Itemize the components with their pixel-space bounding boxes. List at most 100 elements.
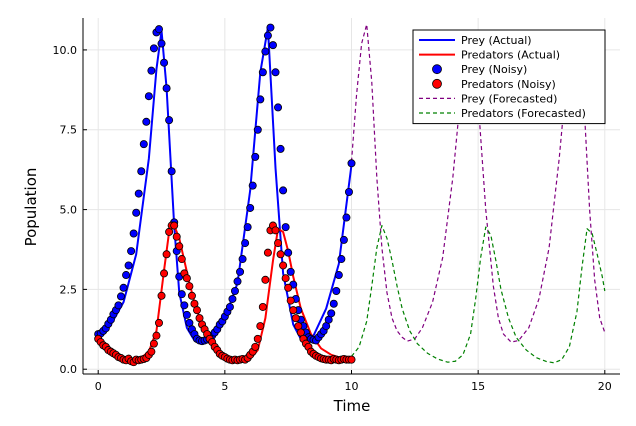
point-prey-noisy	[246, 203, 255, 212]
x-axis: 0 5 10 15 20	[95, 370, 612, 393]
point-prey-noisy	[124, 261, 133, 270]
point-prey-noisy	[149, 44, 158, 53]
point-prey-noisy	[261, 47, 270, 56]
legend-entry: Prey (Forecasted)	[419, 92, 557, 105]
series-predators-noisy	[94, 221, 356, 367]
x-tick-label: 0	[95, 380, 102, 393]
point-prey-noisy	[253, 125, 262, 134]
point-predators-noisy	[347, 355, 356, 364]
y-tick-label: 10.0	[53, 44, 78, 57]
legend-entry: Prey (Actual)	[419, 34, 532, 47]
point-prey-noisy	[230, 286, 239, 295]
legend: Prey (Actual) Predators (Actual)Prey (Noi…	[412, 29, 606, 125]
legend-box	[412, 29, 606, 125]
point-prey-noisy	[132, 208, 141, 217]
legend-label: Prey (Noisy)	[461, 63, 527, 76]
point-prey-noisy	[337, 255, 346, 264]
legend-label: Predators (Noisy)	[461, 78, 556, 91]
point-predators-noisy	[147, 347, 156, 356]
point-predators-noisy	[271, 226, 280, 235]
point-predators-noisy	[182, 274, 191, 283]
y-tick-label: 0.0	[60, 363, 78, 376]
point-predators-noisy	[276, 250, 285, 259]
x-tick-label: 10	[345, 380, 359, 393]
point-prey-noisy	[182, 310, 191, 319]
point-predators-noisy	[162, 250, 171, 259]
legend-marker	[432, 78, 442, 89]
legend-entry: Predators (Noisy)	[432, 78, 556, 91]
point-prey-noisy	[236, 267, 245, 276]
point-prey-noisy	[129, 229, 138, 238]
point-prey-noisy	[256, 95, 265, 104]
point-prey-noisy	[339, 235, 348, 244]
point-prey-noisy	[347, 159, 356, 168]
y-tick-label: 7.5	[60, 124, 78, 137]
point-prey-noisy	[154, 25, 163, 34]
point-prey-noisy	[167, 167, 176, 176]
point-predators-noisy	[192, 306, 201, 315]
point-prey-noisy	[139, 140, 148, 149]
legend-entry: Predators (Forecasted)	[419, 107, 586, 120]
x-tick-label: 20	[598, 380, 612, 393]
point-prey-noisy	[157, 39, 166, 48]
point-prey-noisy	[225, 302, 234, 311]
point-prey-noisy	[251, 152, 260, 161]
x-axis-label: Time	[333, 397, 371, 415]
point-predators-noisy	[154, 318, 163, 327]
point-predators-noisy	[274, 239, 283, 248]
point-prey-noisy	[334, 271, 343, 280]
point-prey-noisy	[177, 290, 186, 299]
y-axis: 0.0 2.5 5.0 7.5 10.0	[53, 44, 87, 376]
point-prey-noisy	[134, 189, 143, 198]
point-predators-noisy	[289, 306, 298, 315]
point-prey-noisy	[271, 68, 280, 77]
point-predators-noisy	[281, 274, 290, 283]
point-prey-noisy	[279, 186, 288, 195]
point-predators-noisy	[258, 302, 267, 311]
line-predators-forecasted	[351, 224, 606, 364]
point-prey-noisy	[233, 277, 242, 286]
point-prey-noisy	[281, 223, 290, 232]
point-prey-noisy	[329, 299, 338, 308]
point-predators-noisy	[251, 342, 260, 351]
point-prey-noisy	[238, 255, 247, 264]
point-prey-noisy	[165, 116, 174, 125]
point-predators-noisy	[187, 291, 196, 300]
x-tick-label: 15	[471, 380, 485, 393]
point-predators-noisy	[177, 255, 186, 264]
point-predators-noisy	[253, 334, 262, 343]
series-layer	[94, 23, 606, 367]
point-prey-noisy	[258, 68, 267, 77]
point-prey-noisy	[276, 144, 285, 153]
point-prey-noisy	[327, 309, 336, 318]
point-prey-noisy	[274, 103, 283, 112]
point-prey-noisy	[284, 248, 293, 257]
point-prey-noisy	[137, 167, 146, 176]
point-predators-noisy	[172, 232, 181, 241]
point-prey-noisy	[180, 301, 189, 310]
point-predators-noisy	[149, 339, 158, 348]
point-prey-noisy	[147, 66, 156, 75]
legend-label: Predators (Forecasted)	[461, 107, 586, 120]
point-predators-noisy	[286, 296, 295, 305]
x-tick-label: 5	[221, 380, 228, 393]
point-prey-noisy	[142, 117, 151, 126]
point-prey-noisy	[263, 31, 272, 40]
legend-label: Prey (Actual)	[461, 34, 532, 47]
point-predators-noisy	[261, 275, 270, 284]
point-prey-noisy	[114, 301, 123, 310]
point-predators-noisy	[284, 283, 293, 292]
point-predators-noisy	[152, 331, 161, 340]
point-prey-noisy	[243, 223, 252, 232]
point-prey-noisy	[241, 239, 250, 248]
point-prey-noisy	[342, 213, 351, 222]
y-tick-label: 5.0	[60, 204, 78, 217]
point-predators-noisy	[170, 221, 179, 230]
point-prey-noisy	[268, 41, 277, 50]
point-prey-noisy	[160, 58, 169, 67]
point-predators-noisy	[185, 282, 194, 291]
point-predators-noisy	[160, 269, 169, 278]
point-predators-noisy	[256, 322, 265, 331]
point-predators-noisy	[291, 314, 300, 323]
point-predators-noisy	[157, 291, 166, 300]
